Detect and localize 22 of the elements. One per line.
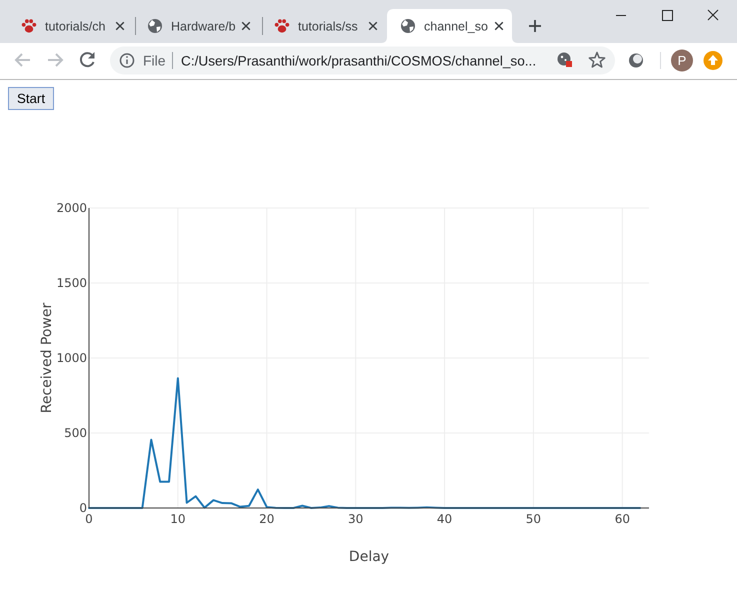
text: tutorials/ch bbox=[45, 20, 106, 34]
text: channel_so bbox=[424, 20, 488, 34]
y-axis-title: Received Power bbox=[39, 302, 55, 414]
text: C:/Users/Prasanthi/work/prasanthi/COSMOS/channel_so... bbox=[181, 54, 536, 68]
text: P bbox=[678, 53, 686, 68]
text: File bbox=[143, 52, 166, 68]
y-tick-label: 500 bbox=[64, 426, 87, 440]
x-tick-label: 50 bbox=[526, 512, 542, 526]
line-series bbox=[88, 377, 642, 509]
y-tick-label: 2000 bbox=[56, 201, 87, 216]
x-axis-title: Delay bbox=[348, 549, 390, 565]
y-tick-label: 0 bbox=[79, 501, 87, 516]
text: Start bbox=[16, 91, 46, 106]
x-tick-label: 30 bbox=[348, 512, 364, 526]
x-tick-label: 60 bbox=[614, 512, 630, 526]
y-tick-label: 1000 bbox=[56, 351, 87, 366]
x-tick-label: 20 bbox=[259, 512, 274, 526]
x-tick-label: 40 bbox=[436, 512, 452, 526]
text: Hardware/b bbox=[171, 20, 236, 34]
y-tick-label: 1500 bbox=[56, 276, 87, 290]
text: tutorials/ss bbox=[298, 20, 358, 34]
x-tick-label: 10 bbox=[170, 512, 186, 526]
